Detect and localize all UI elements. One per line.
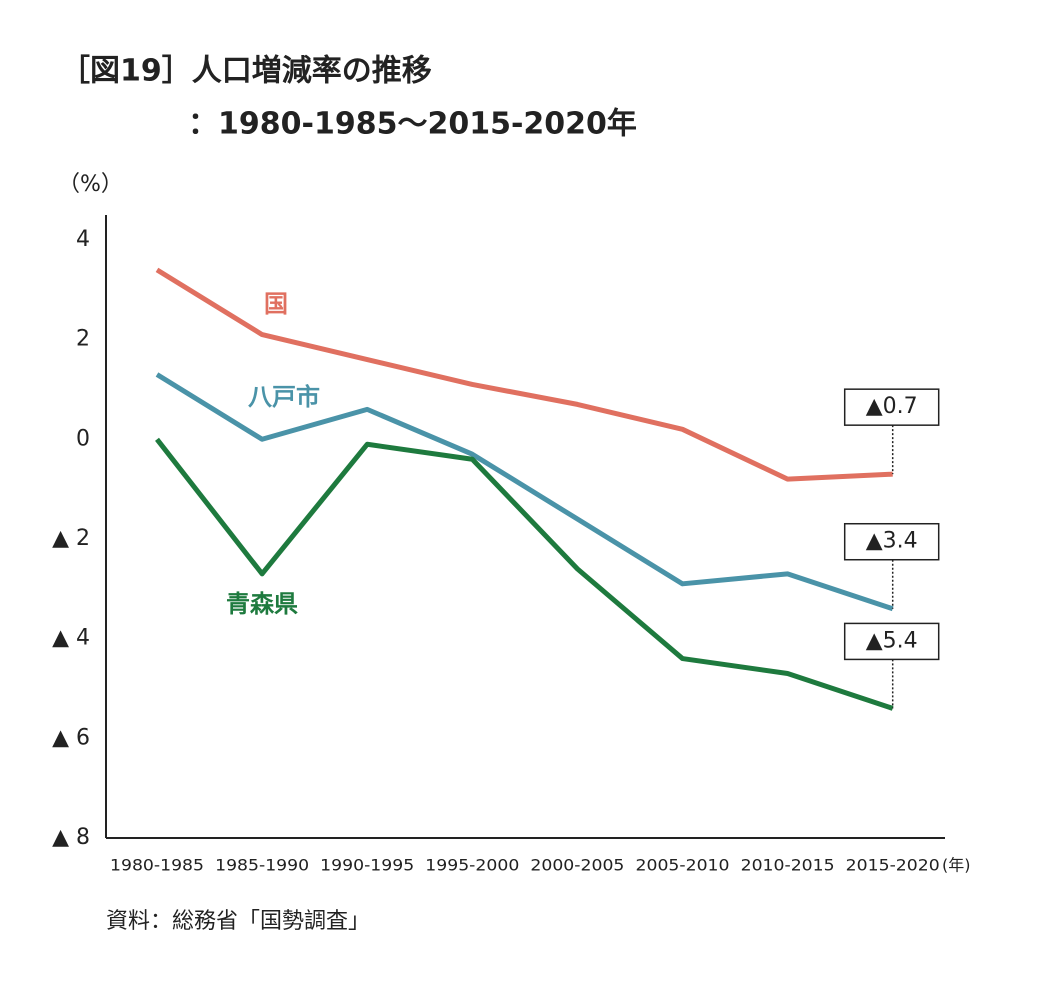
x-tick-label: 2005-2010 (636, 856, 730, 875)
y-tick-label: 4 (76, 227, 90, 252)
y-tick-label: 2 (76, 327, 90, 352)
x-tick-label: 2010-2015 (741, 856, 835, 875)
y-tick-label: ▲ 2 (52, 526, 90, 551)
x-tick-label: 1995-2000 (425, 856, 519, 875)
series-label: 青森県 (226, 590, 298, 618)
x-tick-label: 1980-1985 (110, 856, 204, 875)
value-label-box (843, 388, 940, 426)
y-tick-label: 0 (76, 426, 90, 451)
series-label: 国 (264, 290, 288, 318)
x-tick-label: 2015-2020 (846, 856, 940, 875)
series-label: 八戸市 (248, 383, 320, 411)
y-tick-label: ▲ 6 (52, 725, 90, 750)
value-label-box (843, 622, 940, 661)
source: 資料：総務省「国勢調査」 (106, 909, 370, 934)
line (155, 437, 894, 711)
chart-subtitle: ：1980-1985～2015-2020年 (188, 107, 637, 142)
value-label: ▲3.4 (866, 529, 918, 554)
x-tick-label: 2000-2005 (530, 856, 624, 875)
value-label: ▲5.4 (866, 628, 918, 653)
value-label-box (843, 522, 940, 561)
x-axis-label: (年) (942, 856, 971, 875)
chart-title: ［図19］人口増減率の推移 (60, 54, 432, 89)
line (155, 267, 893, 482)
value-label: ▲0.7 (866, 394, 918, 419)
x-tick-label: 1985-1990 (215, 856, 309, 875)
y-tick-label: ▲ 8 (52, 825, 90, 850)
y-tick-label: ▲ 4 (52, 626, 90, 651)
line (155, 372, 894, 612)
y-axis-label: （%） (58, 172, 123, 197)
x-tick-label: 1990-1995 (320, 856, 414, 875)
